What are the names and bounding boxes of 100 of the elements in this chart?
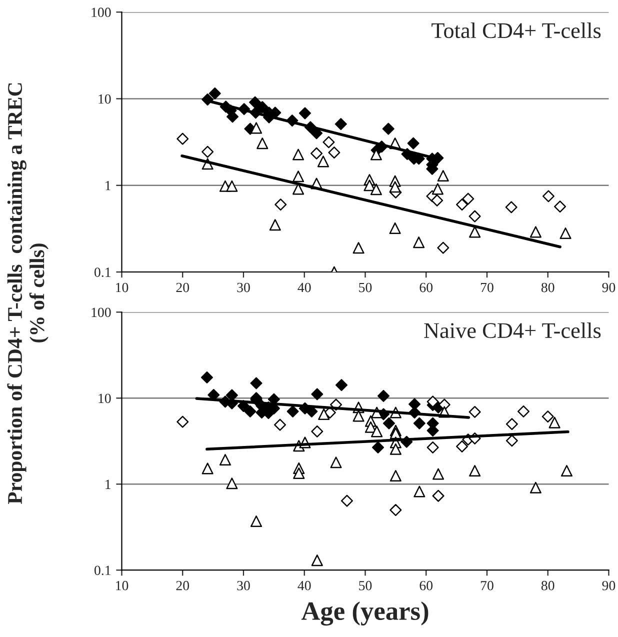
- point: [413, 417, 426, 430]
- point: [250, 377, 262, 390]
- point: [437, 242, 450, 254]
- y-tick-label: 100: [92, 308, 111, 318]
- x-tick-label: 90: [602, 580, 616, 590]
- point: [202, 462, 214, 474]
- point: [426, 396, 439, 408]
- x-tick-label: 20: [176, 580, 190, 590]
- point: [530, 482, 542, 494]
- point: [328, 146, 340, 159]
- x-tick-label: 50: [359, 580, 372, 590]
- point: [431, 194, 444, 206]
- point: [426, 441, 439, 454]
- y-tick-label: 100: [92, 8, 111, 18]
- x-tick-label: 50: [359, 282, 372, 292]
- x-tick-label: 10: [116, 580, 128, 590]
- x-tick-label: 40: [298, 282, 311, 292]
- y-tick-label: 1: [106, 181, 110, 190]
- point: [249, 96, 262, 108]
- point: [542, 410, 554, 423]
- x-tick-label: 80: [541, 580, 554, 590]
- point: [202, 146, 214, 158]
- point: [437, 170, 449, 182]
- point: [560, 227, 572, 240]
- x-tick-label: 80: [541, 282, 554, 292]
- point: [256, 138, 268, 150]
- point: [311, 554, 323, 566]
- point: [334, 118, 347, 130]
- point: [322, 136, 335, 148]
- point: [298, 107, 311, 120]
- y-tick-label: 10: [98, 94, 111, 104]
- point: [286, 405, 299, 418]
- point: [364, 421, 376, 433]
- point: [468, 406, 481, 418]
- point: [269, 219, 281, 231]
- point: [554, 200, 566, 213]
- point: [505, 201, 518, 214]
- point: [530, 226, 542, 238]
- point: [413, 236, 425, 248]
- point: [382, 417, 395, 430]
- x-tick-label: 20: [176, 282, 190, 292]
- chart-title: Total CD4+ T-cells: [432, 22, 601, 38]
- point: [548, 416, 560, 428]
- point: [456, 440, 468, 452]
- point: [390, 470, 402, 482]
- point: [468, 210, 481, 222]
- point: [310, 147, 323, 160]
- point: [432, 468, 444, 480]
- point: [389, 222, 401, 234]
- point: [518, 405, 530, 418]
- point: [560, 464, 573, 477]
- point: [176, 132, 189, 145]
- point: [274, 198, 287, 211]
- point: [382, 122, 394, 135]
- point: [340, 494, 353, 507]
- point: [389, 181, 401, 193]
- point: [352, 242, 364, 254]
- x-tick-label: 60: [420, 580, 433, 590]
- point: [390, 504, 402, 516]
- chart-title: Naive CD4+ T-cells: [424, 322, 601, 338]
- point: [371, 426, 383, 438]
- point: [292, 148, 304, 160]
- point: [462, 192, 474, 205]
- point: [469, 226, 481, 238]
- y-tick-label: 0.1: [94, 268, 110, 278]
- point: [414, 486, 426, 498]
- point: [318, 408, 330, 420]
- point: [370, 184, 382, 196]
- point: [377, 390, 390, 402]
- y-tick-label: 1: [106, 480, 110, 489]
- point: [407, 137, 420, 150]
- x-tick-label: 30: [237, 282, 250, 292]
- x-tick-label: 40: [298, 580, 311, 590]
- point: [226, 478, 238, 490]
- point: [390, 428, 402, 440]
- y-tick-label: 10: [98, 394, 111, 404]
- point: [306, 405, 318, 418]
- point: [432, 183, 444, 195]
- point: [330, 456, 342, 468]
- y-tick-label: 0.1: [94, 566, 110, 576]
- point: [317, 156, 330, 168]
- point: [352, 410, 364, 422]
- point: [274, 418, 286, 431]
- point: [372, 441, 384, 454]
- point: [176, 416, 189, 428]
- point: [542, 190, 554, 202]
- point: [432, 490, 444, 502]
- point: [219, 454, 232, 466]
- point: [469, 464, 481, 477]
- x-tick-label: 70: [480, 282, 494, 292]
- point: [226, 180, 238, 192]
- point: [250, 122, 262, 134]
- point: [335, 379, 348, 392]
- point: [244, 405, 256, 418]
- point: [256, 101, 268, 114]
- x-tick-label: 90: [602, 282, 616, 292]
- x-tick-label: 60: [420, 282, 433, 292]
- y-axis-title: Proportion of CD4+ T-cells containing a TREC (% of cells): [7, 83, 48, 504]
- point: [456, 198, 468, 211]
- point: [390, 443, 402, 455]
